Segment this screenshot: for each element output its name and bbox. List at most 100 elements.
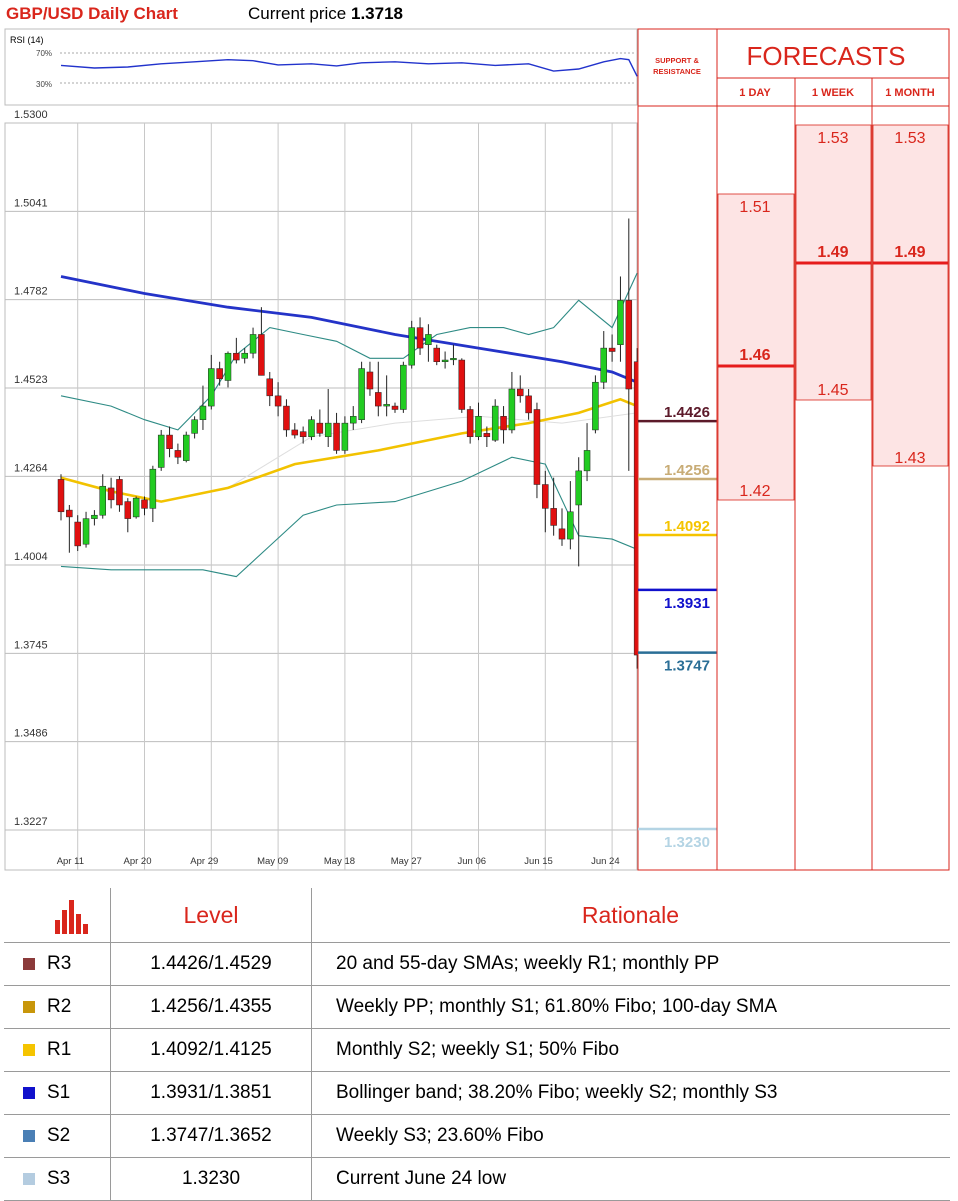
candle-body [625,300,633,390]
row-level: 1.4426/1.4529 [110,942,312,986]
sr-header-line1: SUPPORT & [655,56,699,65]
candle [316,409,324,437]
candle [107,477,115,509]
candle-body [316,422,324,434]
candle [241,348,248,364]
sr-level: 1.3931 [638,588,717,612]
candle [408,320,415,369]
row-rationale: Weekly PP; monthly S1; 61.80% Fibo; 100-… [311,985,950,1029]
candle-body [366,371,374,390]
candle [324,389,332,447]
row-name: R3 [47,953,72,974]
candle-body [157,434,165,468]
header-rationale: Rationale [581,901,680,928]
candle [57,474,65,521]
candle [91,510,98,526]
x-tick-label: Jun 24 [591,856,620,867]
r2-swatch [23,1001,35,1013]
day-mid: 1.46 [739,347,770,364]
candle [74,515,81,552]
candle-body [517,388,524,397]
chart-grid [5,122,637,870]
candle-body [583,450,591,472]
header-icon-cell [4,888,111,943]
candle [208,354,215,410]
month-range-box [872,124,949,467]
candle [508,371,516,434]
candle-body [416,327,424,349]
sr-level: 1.4092 [638,518,717,537]
week-low: 1.45 [817,382,848,399]
x-tick-label: Jun 15 [524,856,553,867]
candle-body [466,409,474,438]
candle-body [400,364,407,410]
sr-label: 1.4256 [664,462,710,479]
candle-body [600,347,607,383]
candle [366,361,374,396]
day-range-box [717,193,795,501]
candle [458,358,466,413]
row-name: S2 [47,1125,71,1146]
x-tick-label: Apr 20 [124,856,152,867]
candle [391,402,399,413]
candle [433,344,440,366]
candle-body [74,521,81,547]
week-high: 1.53 [817,130,848,147]
candles [57,218,641,669]
candle [66,504,73,553]
sr-label: 1.4426 [664,404,710,421]
y-tick-label: 1.3227 [14,816,48,828]
chart-area: RSI (14) 70% 30% 1.5300 1.5041 1.4782 1.452… [4,28,950,871]
candle [375,361,382,417]
month-high: 1.53 [894,130,925,147]
row-name: R1 [47,1039,72,1060]
candle-body [216,368,223,380]
candle [166,426,173,458]
candle [475,402,482,441]
candle-body [324,422,332,438]
sr-label: 1.3931 [664,595,710,612]
candle [625,218,633,471]
x-tick-label: Apr 11 [57,856,84,867]
row-level: 1.4092/1.4125 [110,1028,312,1072]
candle-body [124,501,132,519]
sma-blue-line [60,275,638,384]
day-high: 1.51 [739,199,770,216]
candle-body [333,422,340,451]
y-tick-label: 1.5300 [14,109,48,121]
rsi-level-30: 30% [36,80,52,89]
rsi-label: RSI (14) [10,35,44,45]
candle [249,327,257,359]
candle [550,477,557,536]
table-header-row: Level Rationale [4,888,950,943]
candle-body [91,514,98,519]
candle-body [567,511,574,540]
candle [291,423,299,439]
support-resistance-column: SUPPORT & RESISTANCE 1.4426 1.4256 1.4092 1… [637,28,718,871]
candle-body [99,485,106,516]
candle [483,426,491,447]
table-row: S1 1.3931/1.3851 Bollinger band; 38.20% … [4,1071,950,1115]
candle [283,399,290,437]
current-price: Current price 1.3718 [248,4,403,24]
sr-level: 1.4256 [638,462,717,481]
candle [224,351,232,388]
sr-levels: 1.4426 1.4256 1.4092 1.3931 1.3747 1.3230 [638,404,717,851]
candle-body [433,347,440,362]
candle [542,470,549,533]
row-name: S1 [47,1082,71,1103]
candle-body [575,470,582,506]
col-1-week: 1 WEEK [812,87,854,99]
candle [149,465,157,523]
candle [383,375,390,417]
candle [333,412,340,454]
candle [608,334,616,362]
row-level: 1.4256/1.4355 [110,985,312,1029]
candle [500,406,507,444]
sr-header-line2: RESISTANCE [653,67,701,76]
y-axis: 1.5300 1.5041 1.4782 1.4523 1.4264 1.4004 1.37… [14,109,48,828]
candle-body [107,487,115,501]
candle [191,416,198,439]
candle-body [500,416,507,431]
candle-body [350,416,357,424]
